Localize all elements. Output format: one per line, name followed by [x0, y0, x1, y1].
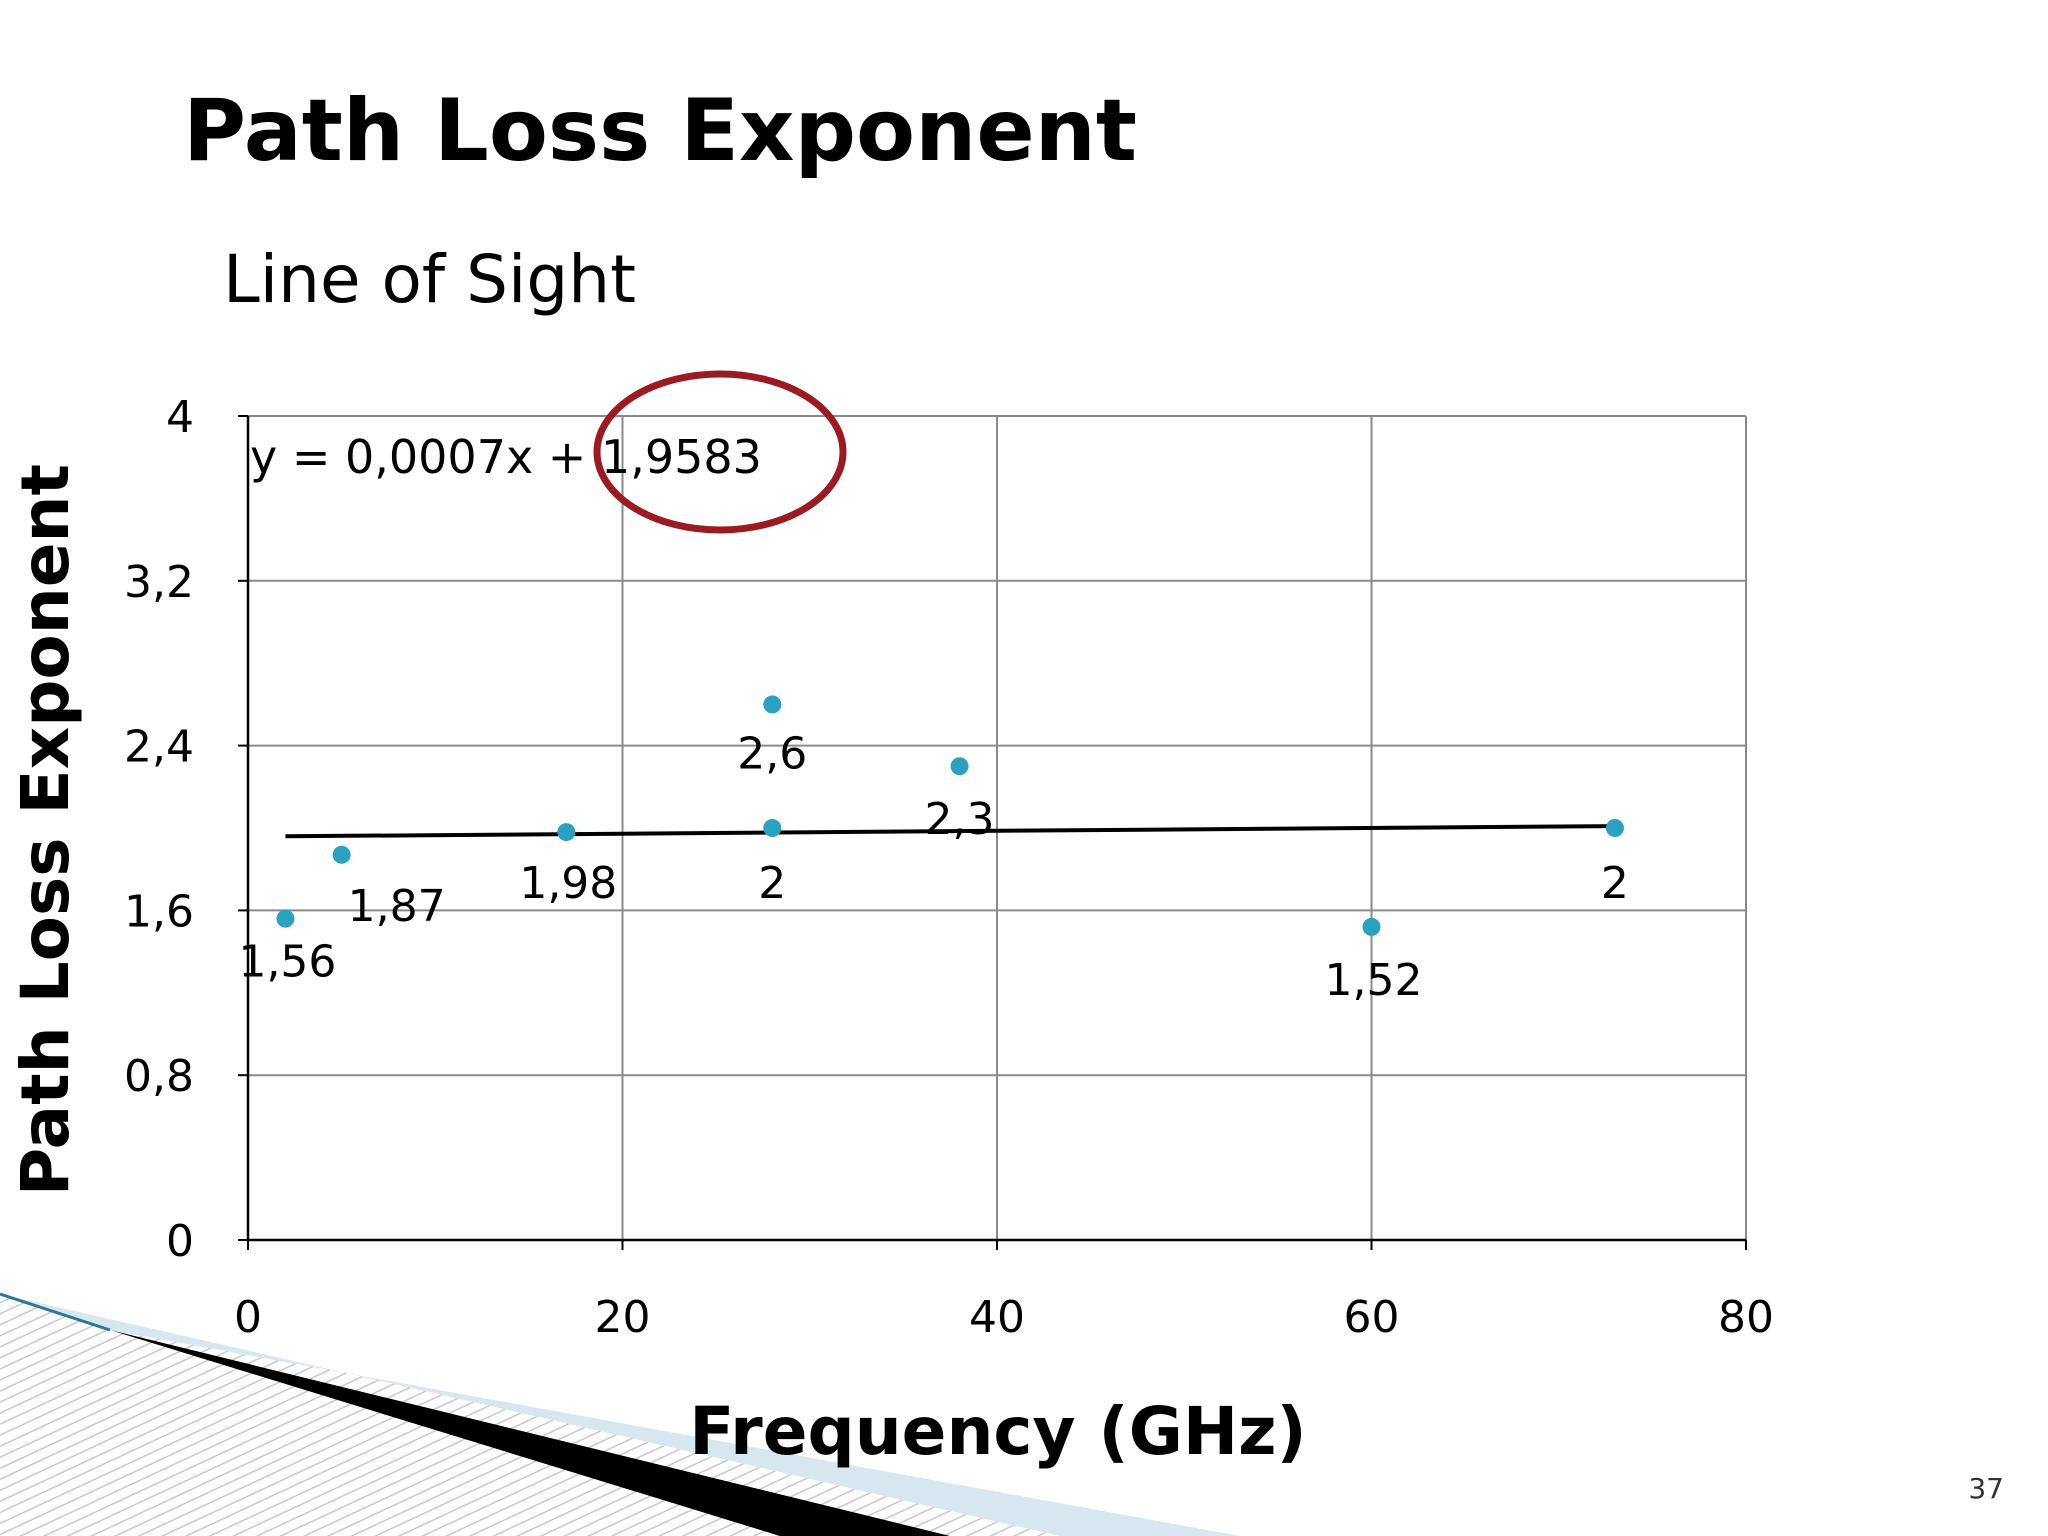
data-point [1605, 819, 1624, 837]
scatter-chart: 0 20 40 60 80 0 0,8 1,6 2,4 3,2 4 1,561,87 1,98 2,6… [124, 370, 1774, 1343]
data-point [557, 823, 576, 842]
highlight-ellipse [593, 370, 847, 534]
data-label: 2 [1601, 858, 1629, 909]
data-label: 1,98 [519, 858, 617, 909]
y-tick-label: 1,6 [124, 886, 194, 937]
x-tick-label: 20 [595, 1292, 651, 1343]
data-point [950, 757, 969, 776]
slide-title: Path Loss Exponent [183, 81, 1137, 181]
data-labels: 1,561,87 1,98 2,6 2 2,3 1,52 2 [238, 728, 1628, 1005]
data-point [1362, 917, 1381, 936]
x-axis-ticks: 0 20 40 60 80 [234, 1240, 1774, 1343]
x-tick-label: 40 [969, 1292, 1025, 1343]
data-points [276, 695, 1624, 936]
trendline-equation: y = 0,0007x + 1,9583 [250, 430, 762, 484]
chart-grid [248, 415, 1747, 1240]
data-point [332, 845, 351, 864]
data-label: 2,6 [737, 728, 807, 779]
trendline [285, 824, 1615, 839]
y-tick-label: 0 [166, 1216, 194, 1267]
slide-subtitle: Line of Sight [223, 241, 636, 318]
data-point [276, 909, 295, 928]
x-tick-label: 0 [234, 1292, 262, 1343]
data-label: 1,52 [1325, 955, 1423, 1006]
y-tick-label: 0,8 [124, 1051, 194, 1102]
x-axis-title: Frequency (GHz) [689, 1393, 1306, 1470]
data-label: 1,87 [348, 881, 446, 932]
decorative-corner-graphic [0, 1292, 1240, 1536]
data-point [763, 695, 782, 714]
y-tick-label: 3,2 [124, 557, 194, 608]
page-number: 37 [1968, 1472, 2004, 1505]
data-label: 2 [758, 858, 786, 909]
y-tick-label: 2,4 [124, 722, 194, 773]
x-tick-label: 80 [1718, 1292, 1774, 1343]
data-label: 1,56 [238, 937, 336, 988]
y-axis-title: Path Loss Exponent [7, 464, 84, 1196]
x-tick-label: 60 [1344, 1292, 1400, 1343]
y-axis-ticks: 0 0,8 1,6 2,4 3,2 4 [124, 392, 248, 1267]
data-label: 2,3 [925, 794, 995, 845]
data-point [763, 819, 782, 837]
y-tick-label: 4 [166, 392, 194, 443]
